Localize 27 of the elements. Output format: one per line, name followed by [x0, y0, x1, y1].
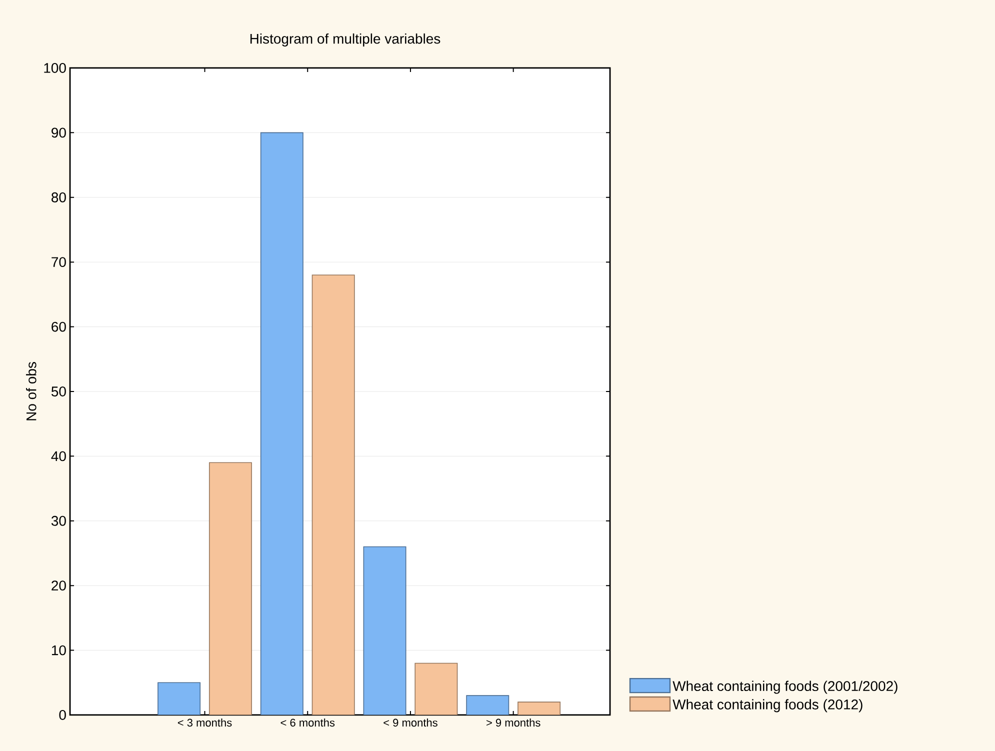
x-tick-label: < 9 months [384, 718, 438, 727]
y-tick-label: 80 [52, 192, 66, 202]
y-tick-label: 50 [51, 386, 66, 396]
legend-label: Wheat containing foods (2012) [672, 699, 862, 712]
y-axis-title: No of obs [26, 362, 36, 420]
y-tick-label: 100 [44, 63, 66, 73]
bar [414, 662, 458, 715]
bar [158, 682, 201, 715]
legend-label: Wheat containing foods (2001/2002) [672, 680, 898, 694]
bar [466, 695, 510, 715]
bar [312, 274, 355, 715]
y-tick-label: 30 [51, 516, 66, 526]
y-tick-label: 20 [52, 580, 66, 591]
bar [208, 462, 252, 715]
y-tick-label: 0 [59, 710, 66, 720]
x-tick-label: < 6 months [280, 718, 335, 727]
bar [518, 702, 561, 715]
x-tick-label: < 3 months [178, 718, 232, 727]
bar [363, 546, 406, 715]
y-tick-label: 10 [52, 645, 66, 656]
y-tick-label: 60 [52, 322, 66, 332]
bar [260, 132, 304, 715]
y-tick-label: 70 [52, 257, 66, 268]
y-tick-label: 90 [52, 128, 66, 138]
y-tick-label: 40 [51, 451, 66, 462]
chart-title: Histogram of multiple variables [250, 33, 440, 47]
x-tick-label: > 9 months [486, 718, 540, 727]
